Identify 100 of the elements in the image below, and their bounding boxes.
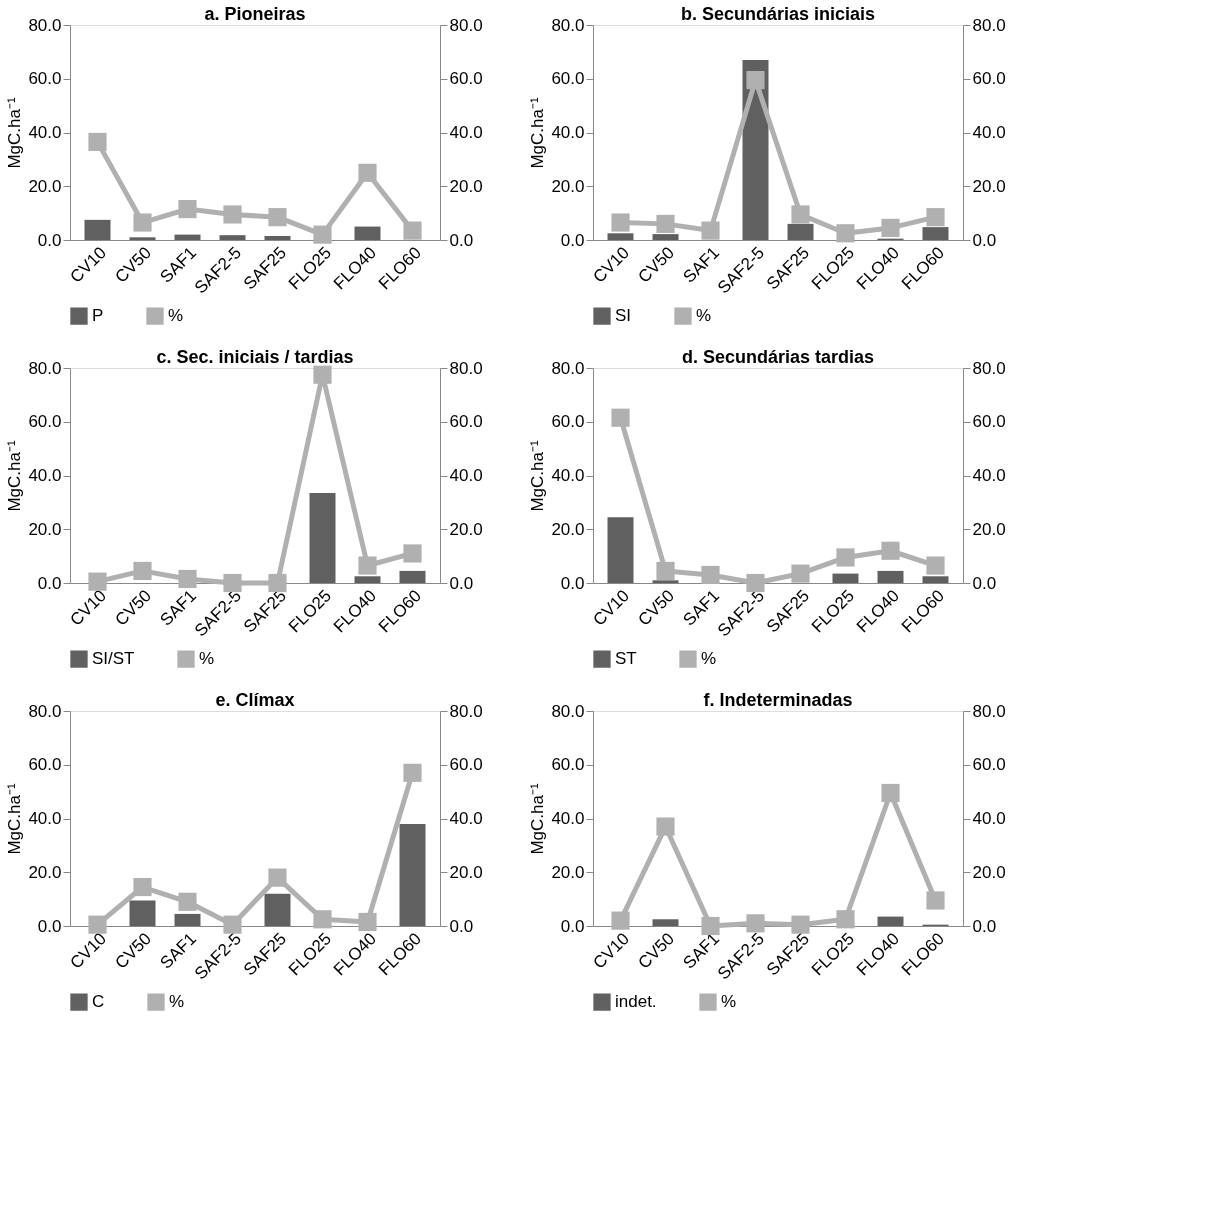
bar: [84, 219, 111, 240]
point: [223, 915, 242, 934]
point: [611, 911, 630, 930]
bar: [264, 235, 291, 240]
y-tick-label: 80.0: [28, 701, 62, 721]
y2-tick-label: 40.0: [972, 809, 1006, 828]
legend-label: %: [721, 992, 737, 1012]
y2-tick-label: 40.0: [972, 123, 1006, 142]
y-tick-label: 0.0: [37, 573, 62, 593]
y-tick-label: 60.0: [28, 755, 62, 775]
y2-tick-label: 0.0: [972, 230, 997, 250]
bar: [129, 900, 156, 926]
point: [926, 891, 945, 910]
y2-tick-label: 20.0: [449, 176, 483, 196]
y-axis-title: MgC.ha⁻¹: [528, 440, 548, 512]
point: [178, 892, 197, 911]
y2-tick-label: 20.0: [449, 519, 483, 539]
y-tick-label: 80.0: [551, 15, 585, 35]
y-tick-label: 20.0: [551, 519, 585, 539]
y2-tick-label: 20.0: [972, 519, 1006, 539]
bar: [877, 916, 904, 926]
point: [746, 914, 765, 933]
y2-tick-label: 80.0: [972, 358, 1006, 378]
y-tick-label: 20.0: [28, 519, 62, 539]
y2-tick-label: 20.0: [972, 176, 1006, 196]
point: [656, 817, 675, 836]
point: [358, 912, 377, 932]
point: [791, 915, 810, 934]
y-tick-label: 20.0: [28, 862, 62, 882]
y2-tick-label: 80.0: [449, 358, 483, 378]
point: [313, 910, 332, 929]
point: [791, 205, 810, 224]
chart-title: d. Secundárias tardias: [681, 347, 875, 367]
point: [881, 783, 900, 803]
y2-tick-label: 40.0: [972, 466, 1006, 485]
bar: [174, 913, 201, 926]
y-tick-label: 40.0: [28, 466, 62, 485]
point: [178, 200, 197, 219]
point: [178, 569, 197, 589]
point: [223, 573, 242, 593]
bar: [607, 517, 634, 583]
bar: [219, 235, 246, 240]
y2-tick-label: 60.0: [972, 755, 1006, 775]
point: [313, 225, 332, 244]
y-axis-title: MgC.ha⁻¹: [528, 97, 548, 169]
point: [791, 564, 810, 583]
y-tick-label: 0.0: [560, 230, 585, 250]
legend-label: SI: [615, 306, 632, 326]
y2-tick-label: 60.0: [972, 69, 1006, 89]
y-tick-label: 60.0: [28, 69, 62, 89]
point: [268, 208, 287, 227]
point: [358, 163, 377, 182]
bar: [652, 919, 679, 926]
point: [701, 221, 720, 240]
y-tick-label: 20.0: [28, 176, 62, 196]
bar: [607, 233, 634, 240]
y-tick-label: 60.0: [551, 412, 585, 432]
y-tick-label: 0.0: [560, 916, 585, 936]
point: [746, 71, 765, 90]
point: [611, 408, 630, 427]
y2-tick-label: 40.0: [449, 466, 483, 485]
y-tick-label: 60.0: [551, 755, 585, 775]
bar: [354, 226, 381, 240]
y-tick-label: 40.0: [28, 123, 62, 142]
bar: [652, 580, 679, 583]
y-tick-label: 80.0: [28, 358, 62, 378]
bar: [877, 570, 904, 583]
y2-tick-label: 40.0: [449, 809, 483, 828]
point: [88, 132, 107, 151]
point: [881, 218, 900, 237]
y-tick-label: 40.0: [28, 809, 62, 828]
y-tick-label: 60.0: [28, 412, 62, 432]
legend-label: ST: [615, 649, 637, 669]
point: [746, 573, 765, 593]
point: [701, 565, 720, 585]
y-tick-label: 0.0: [560, 573, 585, 593]
point: [133, 561, 152, 580]
chart-title: f. Indeterminadas: [703, 690, 853, 710]
point: [88, 572, 107, 591]
y-axis-title: MgC.ha⁻¹: [5, 440, 25, 512]
y-tick-label: 0.0: [37, 230, 62, 250]
bar: [652, 234, 679, 240]
point: [403, 221, 422, 240]
bar: [922, 576, 949, 583]
y2-tick-label: 0.0: [972, 916, 997, 936]
y2-tick-label: 20.0: [449, 862, 483, 882]
point: [133, 877, 152, 897]
legend-label: %: [168, 306, 184, 326]
point: [881, 541, 900, 560]
point: [836, 548, 855, 567]
bar: [174, 234, 201, 240]
point: [358, 556, 377, 575]
point: [268, 573, 287, 593]
point: [836, 910, 855, 929]
chart-title: b. Secundárias iniciais: [680, 4, 876, 24]
chart-title: a. Pioneiras: [204, 4, 306, 24]
bar: [922, 227, 949, 240]
chart-title: e. Clímax: [215, 690, 295, 710]
point: [403, 763, 422, 782]
legend-label: C: [92, 992, 105, 1012]
